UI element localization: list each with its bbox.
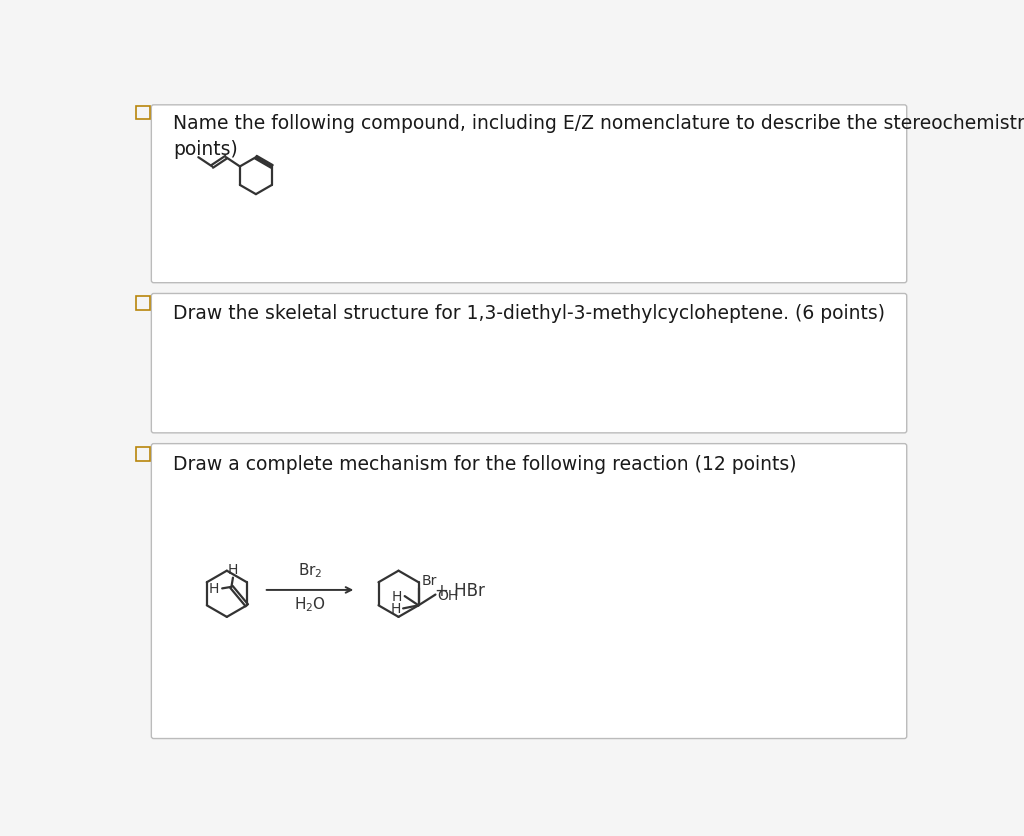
FancyBboxPatch shape	[152, 444, 906, 739]
Text: H: H	[209, 582, 219, 596]
Text: Draw a complete mechanism for the following reaction (12 points): Draw a complete mechanism for the follow…	[173, 455, 797, 474]
Text: H$_2$O: H$_2$O	[294, 595, 326, 614]
Bar	[136, 447, 150, 461]
Text: Draw the skeletal structure for 1,3-diethyl-3-methylcycloheptene. (6 points): Draw the skeletal structure for 1,3-diet…	[173, 304, 885, 323]
Text: H: H	[392, 589, 402, 604]
Text: H: H	[390, 602, 400, 615]
Text: + HBr: + HBr	[435, 581, 485, 599]
FancyBboxPatch shape	[152, 294, 906, 433]
Bar	[136, 106, 150, 120]
Text: H: H	[227, 563, 239, 576]
FancyBboxPatch shape	[152, 105, 906, 283]
Text: Br: Br	[422, 573, 437, 587]
Text: OH: OH	[437, 588, 459, 602]
Text: Name the following compound, including E/Z nomenclature to describe the stereoch: Name the following compound, including E…	[173, 114, 1024, 159]
Bar	[136, 297, 150, 310]
Text: Br$_2$: Br$_2$	[298, 561, 323, 579]
